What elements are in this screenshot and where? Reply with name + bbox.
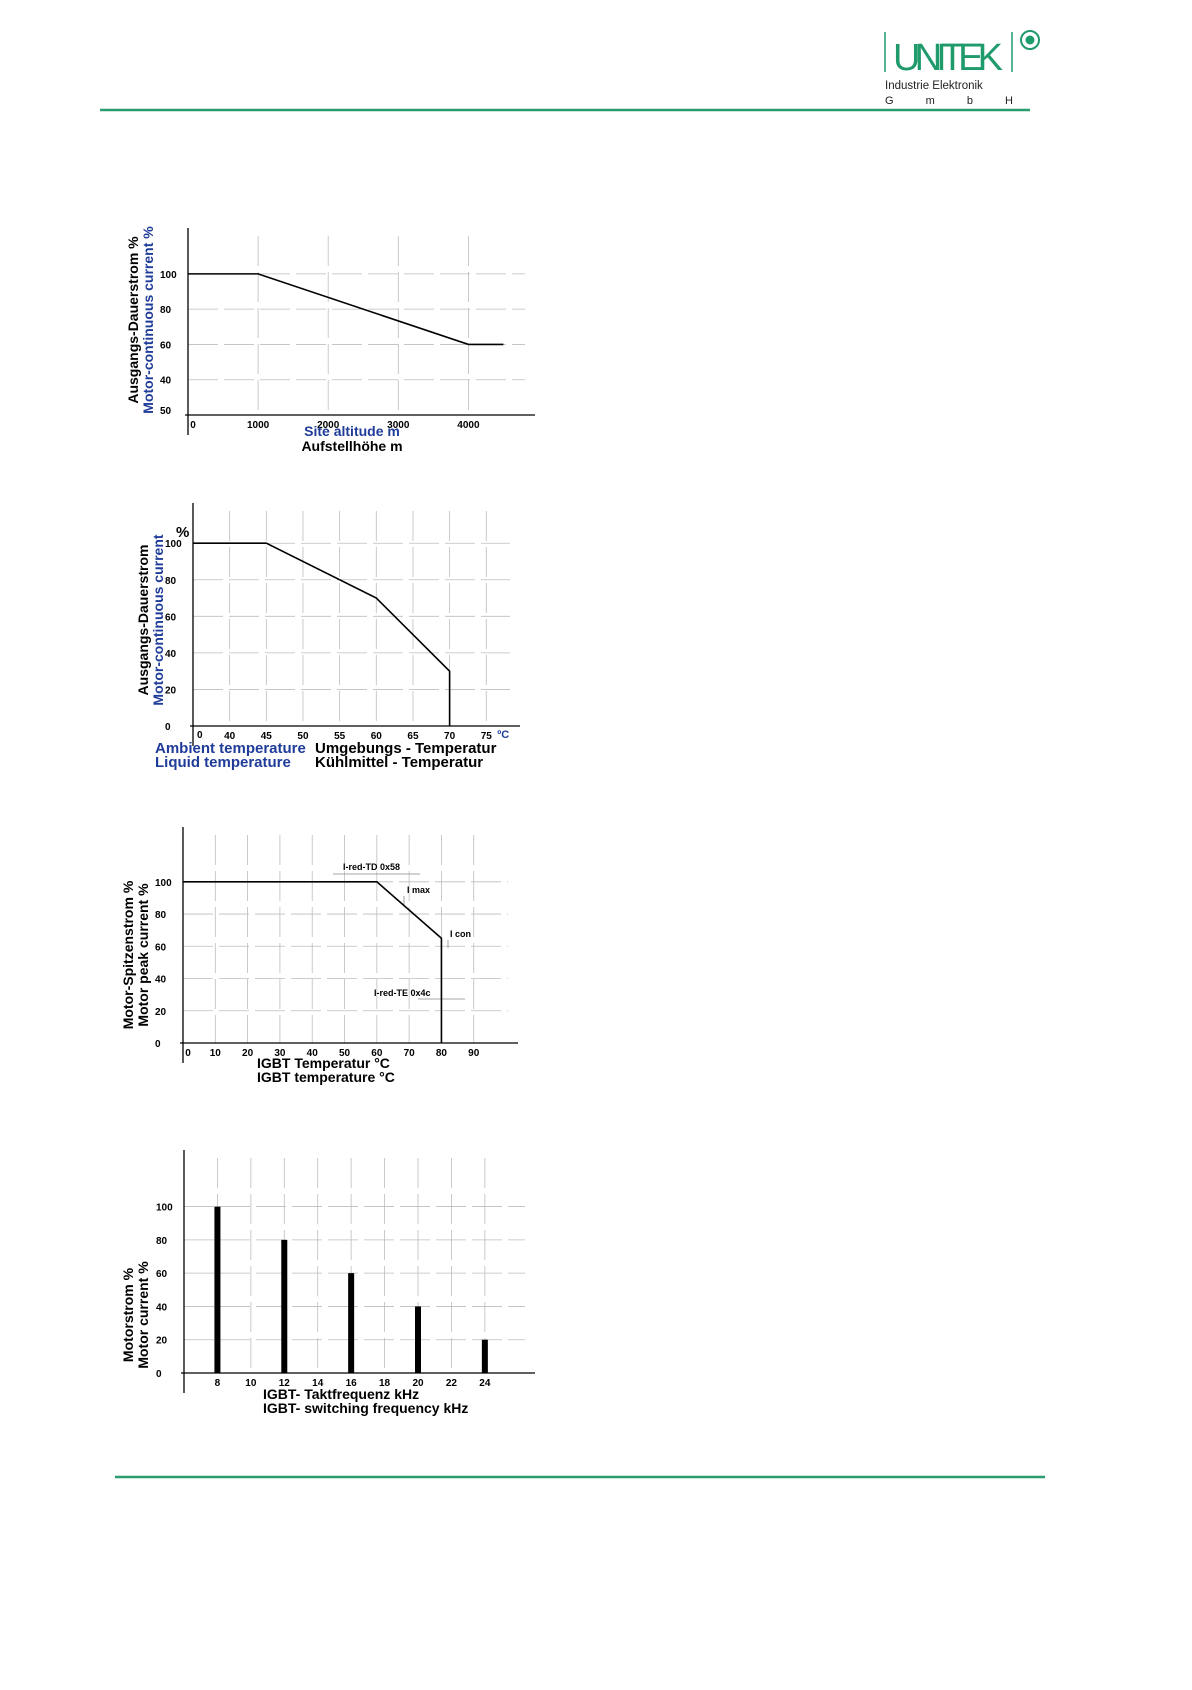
x-tick-label: 20 — [242, 1048, 254, 1059]
x-tick-label: 40 — [224, 731, 236, 742]
bar — [348, 1273, 355, 1373]
x-tick-label: 80 — [436, 1048, 448, 1059]
x-axis-label: Aufstellhöhe m — [301, 438, 402, 454]
y-tick-label: 60 — [156, 1269, 168, 1280]
x-axis-label: Ambient temperature — [155, 740, 306, 757]
x-tick-label: 40 — [307, 1048, 319, 1059]
x-tick-label: 1000 — [247, 420, 270, 431]
y-tick-label: 40 — [156, 1302, 168, 1313]
y-tick-label: 100 — [160, 270, 177, 281]
x-tick-label: 18 — [379, 1378, 391, 1389]
x-tick-label: 75 — [481, 731, 493, 742]
bar — [415, 1306, 421, 1373]
y-tick-label: 60 — [165, 612, 177, 623]
x-tick-label: 65 — [407, 731, 419, 742]
x-axis-label: IGBT- Taktfrequenz kHz — [263, 1386, 419, 1402]
data-line — [188, 273, 504, 346]
logo-brand: UNITEK — [893, 37, 1003, 79]
x-tick-label: 24 — [479, 1378, 491, 1389]
x-tick-label: 2000 — [317, 420, 340, 431]
annotation: I-red-TE 0x4c — [374, 988, 431, 998]
y-axis-label: Ausgangs-Dauerstrom % — [125, 236, 141, 404]
logo: UNITEK Industrie Elektronik G m b H — [884, 30, 1040, 107]
logo-emblem — [1025, 35, 1035, 45]
x-axis-label: Site altitude m — [304, 423, 400, 439]
x-tick-label: 50 — [297, 731, 309, 742]
x-tick-label: 30 — [274, 1048, 286, 1059]
x-tick-label: 20 — [412, 1378, 424, 1389]
y-tick-label: 60 — [155, 942, 167, 953]
x-tick-label: 70 — [444, 731, 456, 742]
y-tick-label: 40 — [165, 649, 177, 660]
x-tick-label: 0 — [185, 1048, 191, 1059]
chart: 8 10 12 14 16 18 20 22 24 0 20 40 60 80 100 Motorstrom … — [120, 1150, 535, 1416]
bar — [281, 1239, 288, 1373]
y-tick-label: 100 — [156, 1203, 173, 1214]
x-tick-label: 16 — [346, 1378, 358, 1389]
x-axis-label: Umgebungs - Temperatur — [315, 740, 497, 757]
x-tick-label: 4000 — [457, 420, 480, 431]
x-axis-label: Liquid temperature — [155, 754, 291, 771]
origin-label: 0 — [197, 730, 203, 741]
x-tick-label: 14 — [312, 1378, 324, 1389]
y-axis-label: Motorstrom % — [120, 1267, 136, 1362]
bar — [214, 1206, 221, 1373]
x-axis-label: IGBT- switching frequency kHz — [263, 1400, 468, 1416]
y-tick-label: 100 — [165, 539, 182, 550]
data-line — [193, 542, 451, 726]
bar — [481, 1339, 488, 1373]
logo-subtitle: Industrie Elektronik — [885, 80, 983, 92]
chart: 0 1000 2000 3000 4000 40 60 80 100 50 Ausgangs-Dau… — [125, 226, 535, 454]
y-axis-label: Motor-Spitzenstrom % — [120, 880, 136, 1029]
x-axis-label: IGBT temperature °C — [257, 1069, 395, 1085]
y-tick-label: 20 — [165, 685, 177, 696]
y-axis-label: Motor current % — [135, 1261, 151, 1369]
x-tick-label: 10 — [210, 1048, 222, 1059]
x-tick-label: 70 — [404, 1048, 416, 1059]
data-line — [183, 881, 443, 1043]
y-tick-label: 20 — [155, 1007, 167, 1018]
y-tick-label: 20 — [156, 1336, 168, 1347]
y-tick-label: 80 — [156, 1236, 168, 1247]
x-tick-label: 60 — [371, 1048, 383, 1059]
x-axis-label: IGBT Temperatur °C — [257, 1055, 390, 1071]
x-tick-label: 10 — [245, 1378, 257, 1389]
y-axis-label: Motor-continuous current % — [140, 226, 156, 414]
x-tick-label: 50 — [339, 1048, 351, 1059]
x-tick-label: 8 — [215, 1378, 221, 1389]
y-axis-label: Motor peak current % — [135, 883, 151, 1027]
y-tick-label: 40 — [155, 975, 167, 986]
y-tick-label: 40 — [160, 376, 172, 387]
y-tick-label: 80 — [160, 305, 172, 316]
y-tick-label: 60 — [160, 340, 172, 351]
logo-emblem — [1020, 30, 1040, 50]
x-tick-label: 12 — [279, 1378, 291, 1389]
x-unit: ºC — [497, 729, 509, 741]
y-tick-label: 80 — [165, 576, 177, 587]
x-tick-label: 90 — [468, 1048, 480, 1059]
x-tick-label: 22 — [446, 1378, 458, 1389]
y-axis-label: Motor-continuous current — [150, 534, 166, 705]
chart: 0 10 20 30 40 50 60 70 80 90 0 20 40 60 80 100 Motor-Spi… — [120, 827, 518, 1085]
y-tick-label: 100 — [155, 878, 172, 889]
corner-label: 50 — [160, 406, 172, 417]
y-tick-label: 0 — [156, 1369, 162, 1380]
annotation: I max — [407, 885, 430, 895]
x-tick-label: 55 — [334, 731, 346, 742]
logo-company-form: G m b H — [885, 95, 1013, 107]
x-tick-label: 0 — [190, 420, 196, 431]
y-tick-label: 80 — [155, 910, 167, 921]
annotation: I con — [450, 929, 471, 939]
annotation: I-red-TD 0x58 — [343, 862, 400, 872]
y-tick-label: 0 — [165, 722, 171, 733]
x-tick-label: 45 — [261, 731, 273, 742]
x-tick-label: 60 — [371, 731, 383, 742]
y-unit: % — [176, 524, 189, 541]
y-tick-label: 0 — [155, 1039, 161, 1050]
y-axis-label: Ausgangs-Dauerstrom — [135, 545, 151, 696]
x-tick-label: 3000 — [387, 420, 410, 431]
chart: 40 45 50 55 60 65 70 75 0 20 40 60 80 100 0% ºC Ausgangs… — [135, 503, 520, 771]
x-axis-label: Kühlmittel - Temperatur — [315, 754, 483, 771]
